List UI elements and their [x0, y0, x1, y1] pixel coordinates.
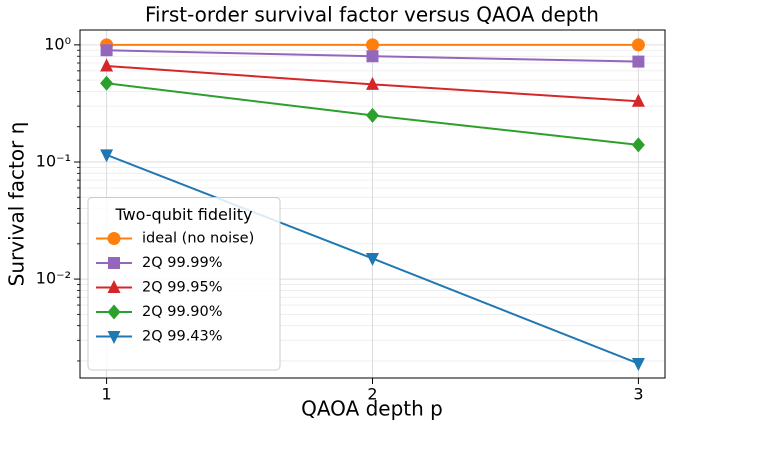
marker	[108, 257, 120, 269]
marker	[107, 280, 121, 293]
marker	[631, 137, 645, 153]
marker	[366, 107, 379, 123]
marker	[631, 93, 645, 107]
legend-title: Two-qubit fidelity	[114, 205, 252, 224]
marker	[100, 75, 114, 91]
legend: Two-qubit fidelity ideal (no noise) 2Q 99.…	[87, 197, 281, 371]
legend-box	[87, 197, 281, 371]
legend-label: 2Q 99.90%	[142, 304, 223, 320]
legend-label: 2Q 99.99%	[142, 255, 223, 271]
x-tick-label: 1	[101, 385, 111, 404]
marker	[107, 232, 121, 245]
x-tick-label: 3	[633, 385, 643, 404]
x-tick-label: 2	[367, 385, 377, 404]
marker	[632, 55, 645, 68]
chart-title: First-order survival factor versus QAOA …	[145, 3, 599, 27]
legend-label: ideal (no noise)	[142, 231, 254, 247]
marker	[366, 76, 379, 90]
marker	[631, 38, 645, 52]
y-tick-label: 10⁻²	[36, 269, 71, 288]
x-axis-label: QAOA depth p	[301, 397, 443, 421]
y-tick-label: 10⁻¹	[36, 151, 71, 170]
legend-label: 2Q 99.95%	[142, 280, 223, 296]
marker	[631, 358, 645, 372]
marker	[100, 58, 114, 72]
marker	[366, 50, 379, 63]
marker	[107, 304, 121, 320]
marker	[366, 38, 379, 52]
marker	[366, 252, 379, 266]
marker	[107, 331, 121, 344]
legend-label: 2Q 99.43%	[142, 329, 223, 345]
marker	[100, 149, 114, 163]
marker	[100, 44, 113, 57]
y-tick-label: 10⁰	[44, 34, 71, 53]
y-axis-label: Survival factor η	[5, 122, 29, 287]
plot-frame	[79, 29, 666, 379]
